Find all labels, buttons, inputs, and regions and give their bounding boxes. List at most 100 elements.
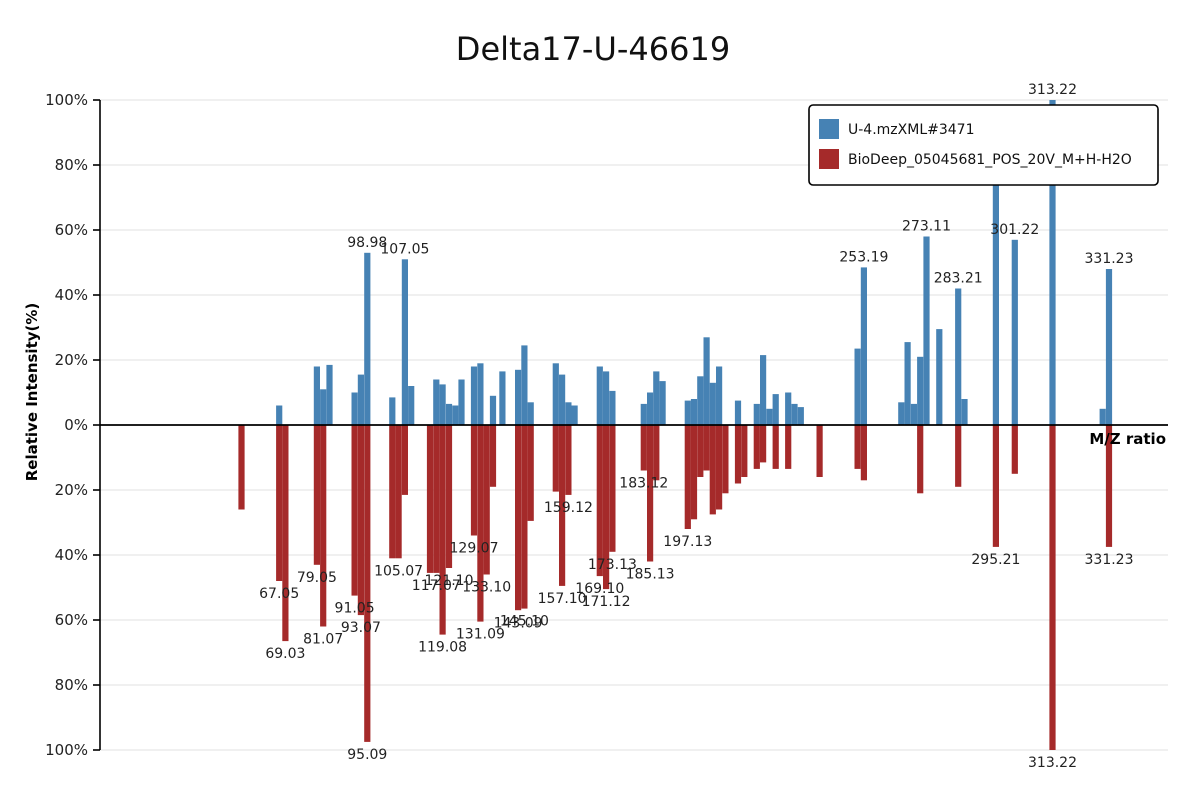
query-peak-bar [408, 386, 415, 425]
peak-mz-label: 67.05 [259, 586, 299, 602]
y-tick-label: 80% [55, 156, 88, 174]
y-tick-label: 20% [55, 351, 88, 369]
query-peak-bar [552, 363, 559, 426]
query-peak-bar [659, 381, 666, 425]
reference-peak-bar [445, 425, 453, 568]
query-peak-bar [364, 252, 371, 426]
reference-peak-bar [282, 425, 289, 642]
query-peak-bar [716, 366, 723, 425]
reference-peak-bar [609, 425, 616, 552]
query-peak-bar [439, 384, 446, 425]
reference-peak-bar [1105, 425, 1113, 547]
peak-mz-label: 105.07 [374, 563, 423, 579]
peak-mz-label: 133.10 [462, 580, 511, 596]
reference-peak-bar [760, 425, 767, 463]
reference-peak-bar [734, 425, 742, 484]
reference-peak-bar [1049, 425, 1056, 750]
peak-mz-label: 173.13 [588, 557, 637, 573]
peak-mz-label: 117.07 [412, 578, 461, 594]
peak-mz-label: 171.12 [582, 594, 631, 610]
reference-peak-bar [395, 425, 402, 559]
reference-peak-bar [521, 425, 528, 609]
query-peak-bar [791, 403, 798, 425]
query-peak-bar [1049, 100, 1056, 425]
query-peak-bar [904, 342, 911, 425]
reference-peak-bar [722, 425, 729, 494]
query-peak-bar [917, 356, 924, 426]
reference-peak-bar [741, 425, 748, 477]
query-peak-bar [452, 405, 459, 425]
query-peak-bar [653, 371, 660, 425]
y-tick-label: 40% [55, 546, 88, 564]
y-tick-label: 20% [55, 481, 88, 499]
reference-peak-bar [433, 425, 440, 573]
reference-peak-bar [709, 425, 716, 515]
peak-mz-label: 331.23 [1085, 251, 1134, 267]
query-peak-bar [521, 345, 528, 425]
query-peak-bar [955, 288, 962, 425]
query-peak-bar [898, 402, 905, 426]
peak-mz-label: 95.09 [347, 747, 387, 763]
reference-peak-bar [483, 425, 490, 575]
peak-mz-label: 119.08 [418, 640, 467, 656]
query-peak-bar [697, 376, 704, 426]
reference-peak-bar [1011, 425, 1018, 474]
reference-peak-bar [527, 425, 534, 521]
reference-peak-bar [515, 425, 522, 611]
peak-mz-label: 121.10 [425, 573, 474, 589]
reference-peak-bar [559, 425, 566, 586]
query-peak-bar [571, 405, 578, 425]
reference-peak-bar [854, 425, 861, 469]
query-peak-bar [690, 399, 698, 425]
query-peak-bar [320, 389, 327, 426]
reference-peak-bar [351, 425, 358, 596]
peak-mz-label: 253.19 [839, 249, 888, 265]
query-peak-bar [458, 379, 465, 425]
peak-mz-label: 185.13 [626, 567, 675, 583]
y-tick-label: 100% [45, 91, 88, 109]
reference-peak-bar [992, 425, 999, 547]
query-peak-bar [709, 382, 716, 426]
query-peak-bar [357, 374, 364, 425]
chart-title: Delta17-U-46619 [456, 30, 730, 68]
y-tick-label: 60% [55, 611, 88, 629]
reference-peak-bar [320, 425, 327, 627]
legend: U-4.mzXML#3471 BioDeep_05045681_POS_20V_… [808, 104, 1159, 186]
reference-peak-bar [313, 425, 320, 565]
reference-peak-bar [690, 425, 698, 520]
reference-peak-bar [276, 425, 283, 581]
query-peak-bar [596, 366, 603, 425]
reference-peak-bar [477, 425, 484, 622]
reference-peak-bar [697, 425, 704, 477]
query-peak-bar [910, 403, 917, 425]
query-peak-bar [961, 399, 968, 425]
query-peak-bar [470, 366, 478, 425]
peak-mz-label: 79.05 [297, 570, 337, 586]
y-tick-label: 60% [55, 221, 88, 239]
query-peak-bar [433, 379, 440, 425]
query-peak-bar [609, 390, 616, 425]
query-peak-bar [477, 363, 484, 426]
query-peak-bar [703, 337, 710, 426]
y-axis-title: Relative Intensity(%) [23, 303, 41, 482]
peak-mz-label: 131.09 [456, 627, 505, 643]
peak-mz-label: 169.10 [575, 581, 624, 597]
reference-peak-bar [917, 425, 924, 494]
query-peak-bar [647, 392, 654, 425]
query-peak-bar [445, 403, 453, 425]
query-peak-bar [489, 395, 497, 426]
peak-mz-label: 183.12 [619, 476, 668, 492]
peak-mz-label: 129.07 [450, 541, 499, 557]
peak-mz-label: 295.21 [971, 552, 1020, 568]
peak-mz-label: 313.22 [1028, 755, 1077, 771]
legend-swatch-query [819, 119, 839, 139]
peak-mz-label: 197.13 [663, 534, 712, 550]
query-peak-bar [936, 329, 943, 425]
reference-peak-bar [389, 425, 396, 559]
reference-peak-bar [955, 425, 962, 487]
reference-peak-bar [238, 425, 245, 510]
query-peak-bar [499, 371, 506, 425]
peak-mz-label: 143.09 [494, 615, 543, 631]
query-peak-bar [1099, 408, 1106, 426]
